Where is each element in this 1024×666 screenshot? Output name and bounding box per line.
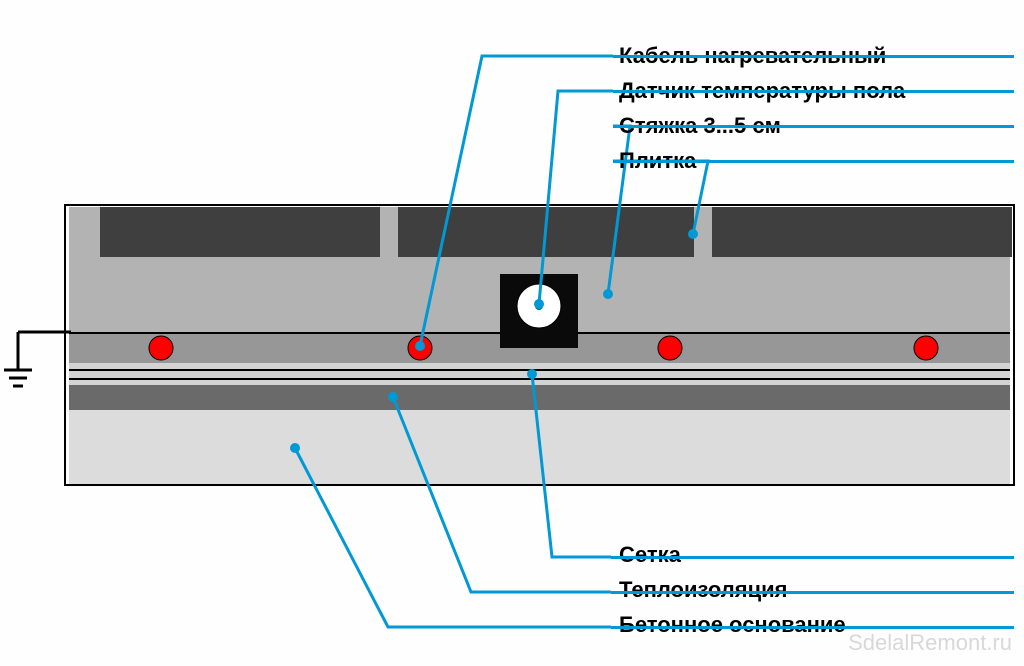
layer-mesh-band (69, 363, 1010, 385)
layer-mesh-line-1 (69, 369, 1010, 371)
bottom-label-0: Сетка (619, 540, 1014, 570)
bottom-label-1: Теплоизоляция (619, 575, 1014, 605)
callout-bottom-dot-2 (290, 443, 300, 453)
bottom-label-text-2: Бетонное основание (619, 612, 846, 638)
layer-mesh-line-2 (69, 378, 1010, 380)
tile-0 (100, 207, 380, 257)
tile-2 (712, 207, 1012, 257)
bottom-underline-0 (611, 556, 1014, 559)
cable-3 (914, 336, 938, 360)
bottom-label-text-0: Сетка (619, 542, 681, 568)
callout-top-dot-3 (688, 229, 698, 239)
bottom-label-text-1: Теплоизоляция (619, 577, 788, 603)
cable-0 (149, 336, 173, 360)
callout-top-dot-0 (415, 341, 425, 351)
cable-2 (658, 336, 682, 360)
callout-bottom-dot-0 (527, 369, 537, 379)
layer-insulation (69, 385, 1010, 410)
callout-bottom-dot-1 (388, 392, 398, 402)
top-underline-3 (613, 160, 1014, 163)
callout-top-dot-1 (534, 299, 544, 309)
top-underline-0 (613, 55, 1014, 58)
bottom-underline-2 (611, 626, 1014, 629)
callout-top-dot-2 (603, 289, 613, 299)
bottom-underline-1 (611, 591, 1014, 594)
top-underline-1 (613, 90, 1014, 93)
top-underline-2 (613, 125, 1014, 128)
watermark-text: SdelalRemont.ru (848, 630, 1012, 656)
